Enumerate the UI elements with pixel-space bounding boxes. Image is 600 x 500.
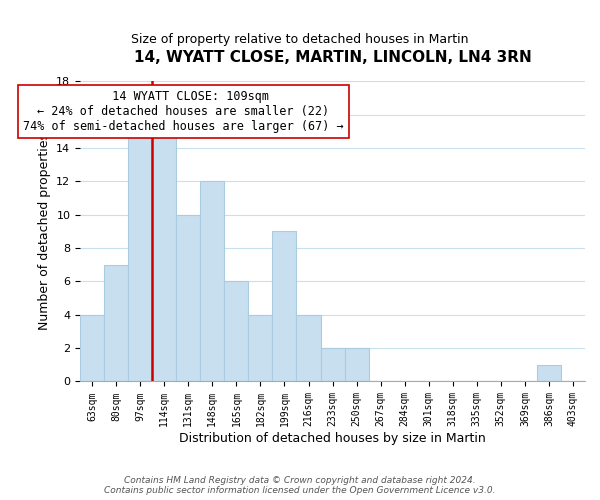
Text: 14 WYATT CLOSE: 109sqm
← 24% of detached houses are smaller (22)
74% of semi-det: 14 WYATT CLOSE: 109sqm ← 24% of detached…: [23, 90, 344, 133]
Bar: [128, 132, 152, 382]
Y-axis label: Number of detached properties: Number of detached properties: [38, 133, 50, 330]
Bar: [152, 132, 176, 382]
Bar: [80, 315, 104, 382]
Bar: [224, 282, 248, 382]
Bar: [272, 232, 296, 382]
Text: Size of property relative to detached houses in Martin: Size of property relative to detached ho…: [131, 32, 469, 46]
Bar: [344, 348, 368, 382]
Bar: [320, 348, 344, 382]
Bar: [296, 315, 320, 382]
Bar: [248, 315, 272, 382]
X-axis label: Distribution of detached houses by size in Martin: Distribution of detached houses by size …: [179, 432, 486, 445]
Bar: [104, 265, 128, 382]
Text: Contains HM Land Registry data © Crown copyright and database right 2024.
Contai: Contains HM Land Registry data © Crown c…: [104, 476, 496, 495]
Bar: [176, 215, 200, 382]
Title: 14, WYATT CLOSE, MARTIN, LINCOLN, LN4 3RN: 14, WYATT CLOSE, MARTIN, LINCOLN, LN4 3R…: [134, 50, 532, 65]
Bar: [537, 365, 561, 382]
Bar: [200, 182, 224, 382]
